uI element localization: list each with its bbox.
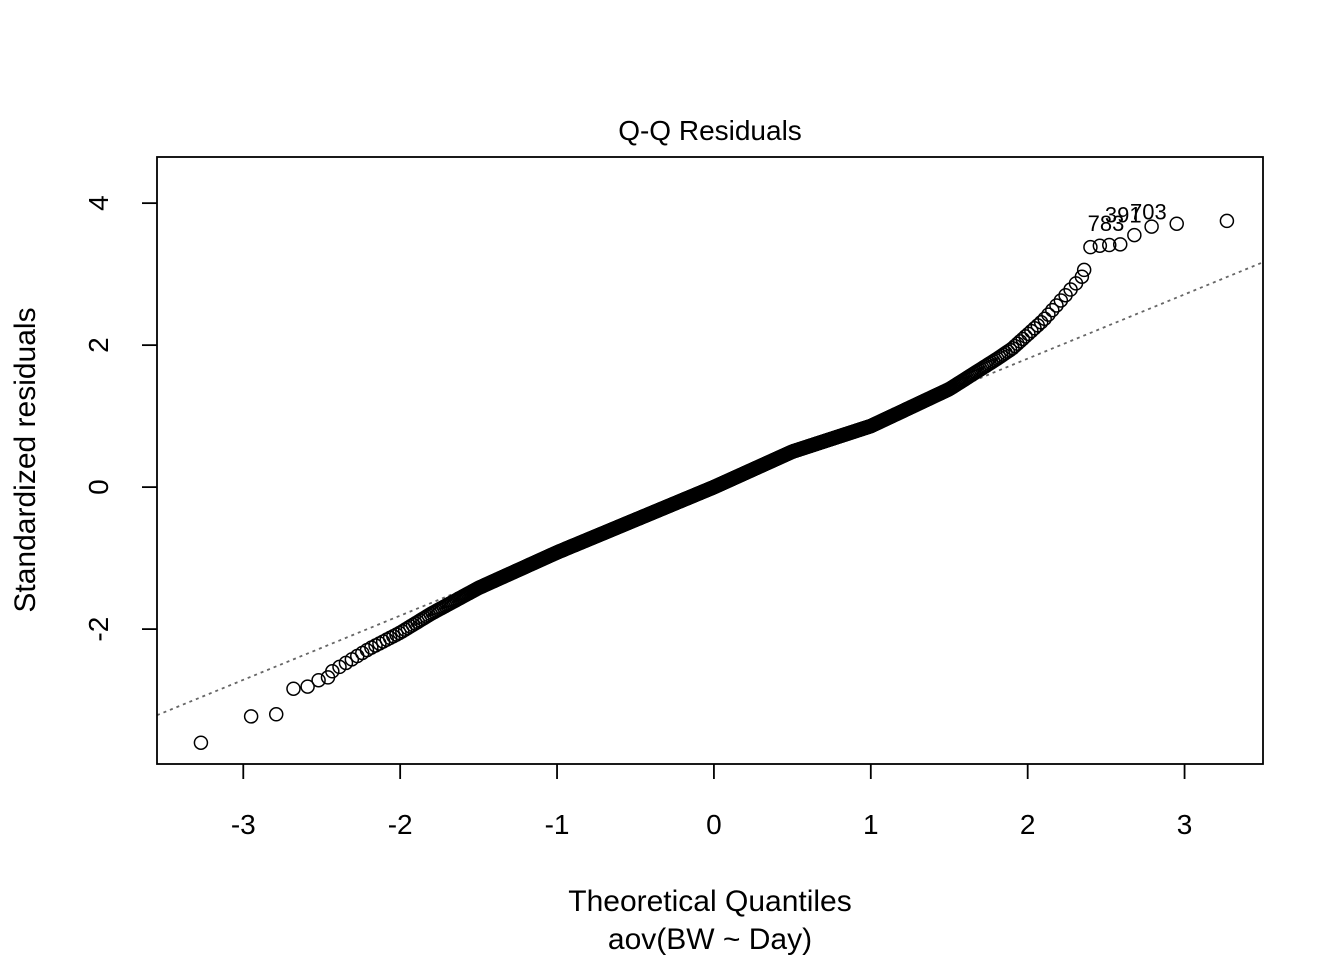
x-axis-sublabel: aov(BW ~ Day)	[608, 923, 812, 956]
data-point	[311, 672, 326, 688]
y-axis-label: Standardized residuals	[9, 307, 42, 612]
data-point	[243, 709, 259, 724]
data-point	[268, 707, 284, 722]
x-tick-label: 3	[1177, 809, 1193, 840]
data-point	[1219, 213, 1235, 229]
data-point	[1169, 216, 1184, 231]
data-point	[300, 679, 315, 694]
data-point	[1053, 293, 1069, 308]
data-point	[1112, 237, 1128, 252]
data-point	[1037, 311, 1052, 327]
data-point	[1127, 227, 1142, 243]
data-point	[325, 664, 340, 679]
data-point	[1076, 262, 1092, 278]
y-tick-label: -2	[83, 617, 114, 642]
x-tick-label: -2	[388, 809, 413, 840]
data-point	[1074, 269, 1090, 284]
data-point	[1083, 239, 1098, 255]
x-tick-label: -3	[231, 809, 256, 840]
data-point	[1102, 237, 1117, 253]
plot-frame	[156, 156, 1264, 765]
chart-title: Q-Q Residuals	[618, 115, 802, 146]
data-point	[1092, 238, 1108, 253]
data-point	[1010, 336, 1025, 351]
data-point	[193, 735, 209, 750]
outlier-label: 703	[1130, 200, 1167, 225]
y-tick-label: 4	[83, 195, 114, 211]
x-tick-label: 0	[706, 809, 722, 840]
data-point	[286, 681, 301, 696]
y-tick-label: 2	[83, 337, 114, 353]
data-point	[1045, 302, 1060, 318]
data-point	[1041, 307, 1056, 322]
data-point	[1012, 334, 1028, 349]
data-point	[1144, 219, 1159, 234]
data-point	[1049, 298, 1064, 313]
x-tick-label: 1	[863, 809, 879, 840]
data-point	[1033, 315, 1049, 330]
x-tick-label: -1	[545, 809, 570, 840]
y-tick-label: 0	[83, 479, 114, 495]
outlier-label: 391	[1105, 203, 1142, 228]
x-tick-label: 2	[1020, 809, 1036, 840]
x-axis-label: Theoretical Quantiles	[568, 885, 851, 918]
outlier-label: 783	[1088, 211, 1125, 236]
